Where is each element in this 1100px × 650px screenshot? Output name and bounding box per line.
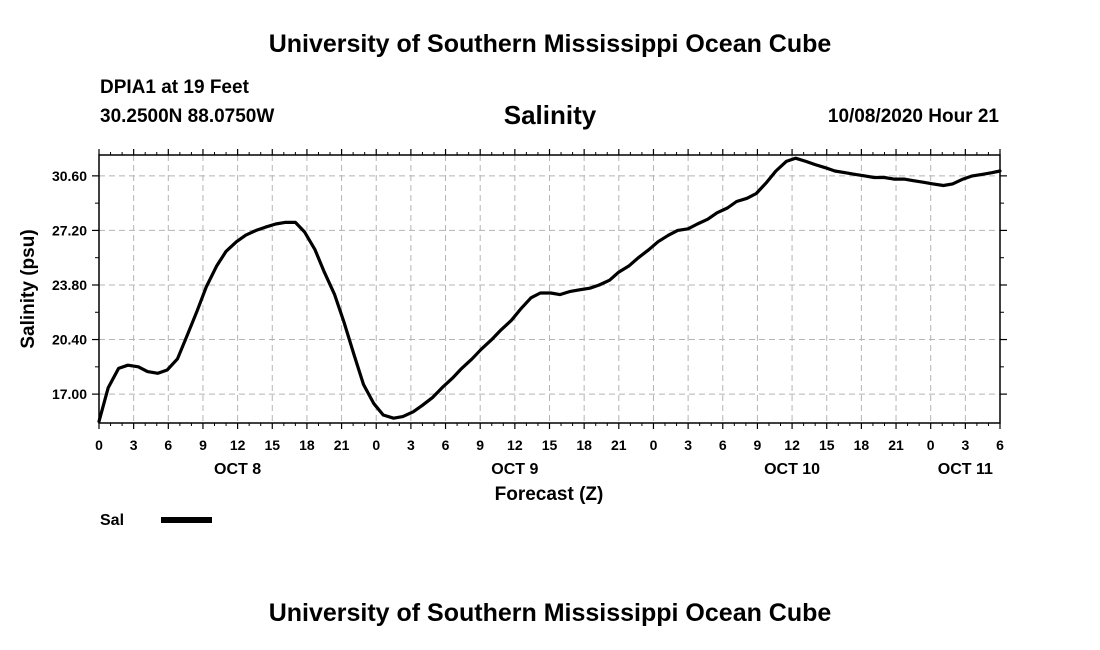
x-tick-label: 6 <box>164 437 172 453</box>
x-tick-label: 12 <box>784 437 800 453</box>
x-tick-label: 9 <box>476 437 484 453</box>
x-tick-label: 6 <box>996 437 1004 453</box>
x-tick-label: 18 <box>576 437 592 453</box>
x-tick-label: 6 <box>719 437 727 453</box>
x-tick-label: 21 <box>888 437 904 453</box>
x-tick-label: 12 <box>507 437 523 453</box>
x-tick-label: 9 <box>754 437 762 453</box>
x-tick-label: 0 <box>650 437 658 453</box>
page-title: University of Southern Mississippi Ocean… <box>268 30 832 58</box>
x-tick-label: 3 <box>684 437 692 453</box>
legend-label-sal: Sal <box>100 512 124 529</box>
series-line-sal <box>97 156 1002 423</box>
x-tick-label: 3 <box>961 437 969 453</box>
x-tick-label: 18 <box>854 437 870 453</box>
y-tick-label: 20.40 <box>52 332 87 348</box>
x-tick-label: 18 <box>299 437 315 453</box>
x-tick-label: 15 <box>542 437 558 453</box>
y-tick-label: 30.60 <box>52 168 87 184</box>
x-tick-label: 12 <box>230 437 246 453</box>
y-tick-label: 17.00 <box>52 386 87 402</box>
y-tick-label: 27.20 <box>52 222 87 238</box>
x-tick-label: 15 <box>264 437 280 453</box>
x-tick-label: 3 <box>407 437 415 453</box>
legend: Sal <box>100 512 212 529</box>
x-tick-label: 0 <box>95 437 103 453</box>
y-axis: 17.00 20.40 23.80 27.20 30.60 <box>52 168 1007 402</box>
series-layer <box>97 156 1002 423</box>
x-axis-title: Forecast (Z) <box>495 484 604 505</box>
x-tick-label: 15 <box>819 437 835 453</box>
day-label: OCT 9 <box>491 461 538 478</box>
day-label: OCT 11 <box>938 461 993 478</box>
y-tick-label: 23.80 <box>52 277 87 293</box>
x-tick-label: 0 <box>372 437 380 453</box>
x-tick-label: 0 <box>927 437 935 453</box>
day-label: OCT 8 <box>214 461 261 478</box>
grid <box>98 155 1001 423</box>
station-label: DPIA1 at 19 Feet <box>100 77 249 98</box>
x-tick-label: 21 <box>334 437 350 453</box>
chart-title: Salinity <box>503 100 597 130</box>
x-tick-label: 21 <box>611 437 627 453</box>
footer-title: University of Southern Mississippi Ocean… <box>268 599 832 627</box>
coordinates-label: 30.2500N 88.0750W <box>100 106 275 127</box>
x-axis: 0 3 6 9 12 15 18 21 0 3 6 9 12 15 18 21 0 3 6 9 12 15 18 21 0 3 6 <box>95 149 1004 453</box>
x-tick-label: 9 <box>199 437 207 453</box>
day-labels: OCT 8 OCT 9 OCT 10 OCT 11 <box>214 461 993 478</box>
y-axis-title: Salinity (psu) <box>18 229 39 348</box>
x-tick-label: 3 <box>130 437 138 453</box>
forecast-datetime: 10/08/2020 Hour 21 <box>827 106 999 127</box>
x-tick-label: 6 <box>442 437 450 453</box>
day-label: OCT 10 <box>764 461 820 478</box>
